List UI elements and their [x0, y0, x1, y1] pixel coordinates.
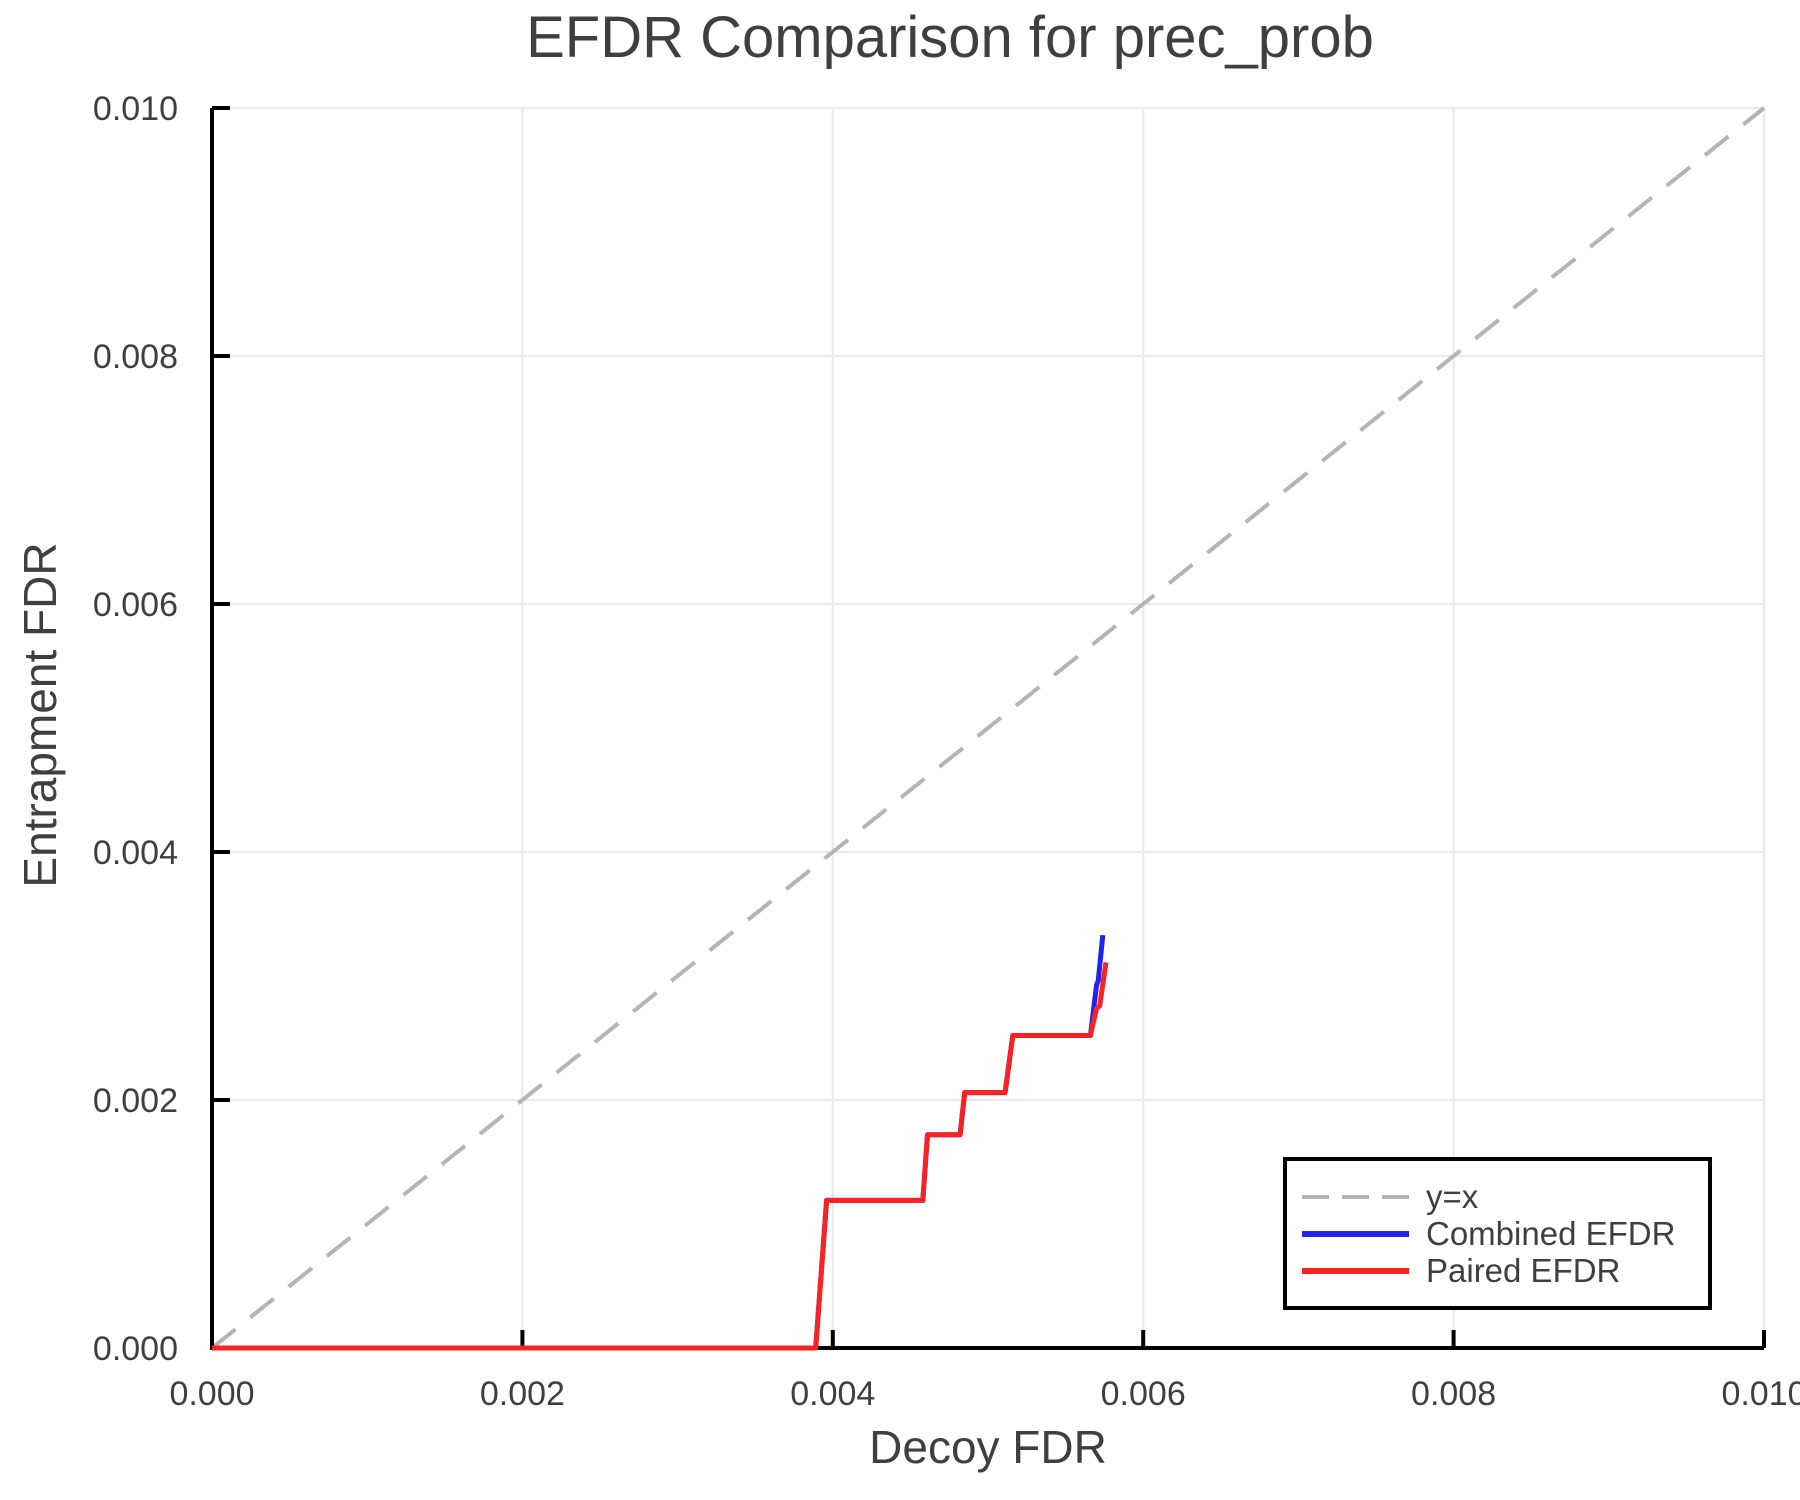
series-paired-efdr — [212, 962, 1109, 1351]
y-axis-label: Entrapment FDR — [14, 542, 66, 888]
reference-line-y-equals-x — [210, 106, 1766, 1350]
y-tick-label: 0.000 — [93, 1330, 178, 1368]
series-combined-efdr — [212, 934, 1106, 1351]
legend-label: Paired EFDR — [1426, 1252, 1621, 1289]
legend-item-paired-efdr: Paired EFDR — [1302, 1252, 1708, 1289]
legend-item-combined-efdr: Combined EFDR — [1302, 1215, 1708, 1252]
legend: y=x Combined EFDR Paired EFDR — [1283, 1157, 1712, 1310]
x-tick-label: 0.002 — [480, 1375, 565, 1413]
x-tick-label: 0.004 — [790, 1375, 875, 1413]
x-tick-label: 0.006 — [1101, 1375, 1186, 1413]
legend-line-swatch — [1302, 1267, 1409, 1274]
y-tick-label: 0.010 — [93, 90, 178, 128]
legend-item-y-x: y=x — [1302, 1178, 1708, 1215]
y-tick-label: 0.008 — [93, 338, 178, 376]
x-tick-label: 0.008 — [1411, 1375, 1496, 1413]
y-tick-label: 0.002 — [93, 1082, 178, 1120]
legend-line-swatch — [1302, 1194, 1409, 1199]
chart-title: EFDR Comparison for prec_prob — [526, 5, 1374, 70]
x-axis-label: Decoy FDR — [869, 1421, 1107, 1473]
y-tick-label: 0.004 — [93, 834, 178, 872]
legend-label: Combined EFDR — [1426, 1215, 1676, 1252]
x-tick-label: 0.010 — [1721, 1375, 1800, 1413]
y-tick-label: 0.006 — [93, 586, 178, 624]
legend-label: y=x — [1426, 1178, 1479, 1215]
legend-line-swatch — [1302, 1230, 1409, 1237]
x-tick-label: 0.000 — [169, 1375, 254, 1413]
